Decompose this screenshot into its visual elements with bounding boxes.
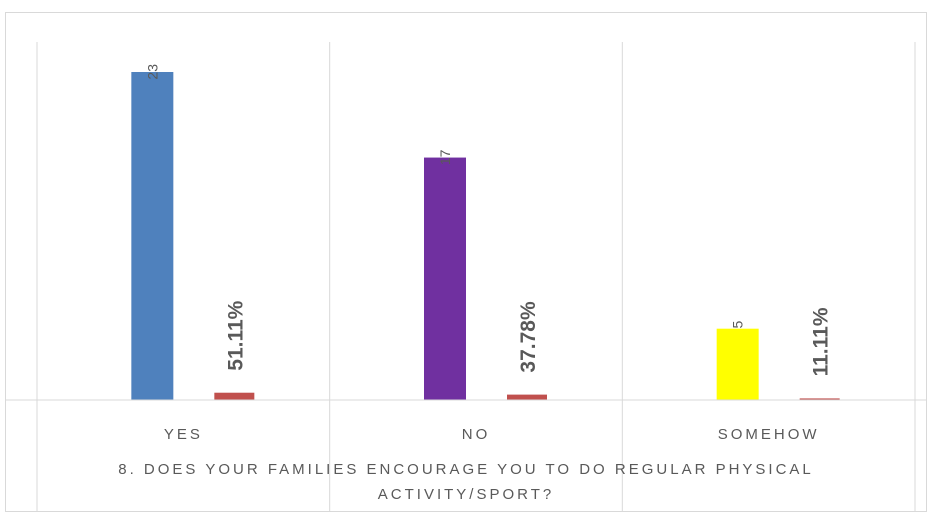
chart-bars	[131, 72, 840, 400]
category-label-yes: YES	[164, 426, 203, 443]
percent-label-yes: 51.11%	[224, 300, 247, 370]
bar-count-no	[424, 157, 466, 400]
bar-percent-no	[507, 394, 547, 400]
category-axis: YES NO SOMEHOW	[5, 399, 927, 443]
count-label-no: 17	[437, 149, 453, 165]
percent-label-somehow: 11.11%	[810, 307, 833, 376]
x-axis-title-line-2: ACTIVITY/SPORT?	[378, 486, 554, 503]
bar-count-somehow	[716, 328, 759, 400]
percent-label-no: 37.78%	[517, 301, 540, 373]
count-label-somehow: 5	[730, 320, 746, 328]
bar-count-yes	[131, 72, 174, 400]
count-label-yes: 23	[144, 64, 160, 80]
chart-frame	[5, 12, 927, 512]
chart-data-labels: 23 51.11% 17 37.78% 5 11.11%	[144, 64, 832, 377]
category-label-no: NO	[462, 426, 491, 443]
bar-percent-yes	[214, 392, 255, 400]
x-axis-title-line-1: 8. DOES YOUR FAMILIES ENCOURAGE YOU TO D…	[118, 461, 814, 478]
bar-percent-somehow	[799, 398, 840, 400]
category-label-somehow: SOMEHOW	[718, 426, 820, 443]
chart-grid	[36, 42, 916, 512]
